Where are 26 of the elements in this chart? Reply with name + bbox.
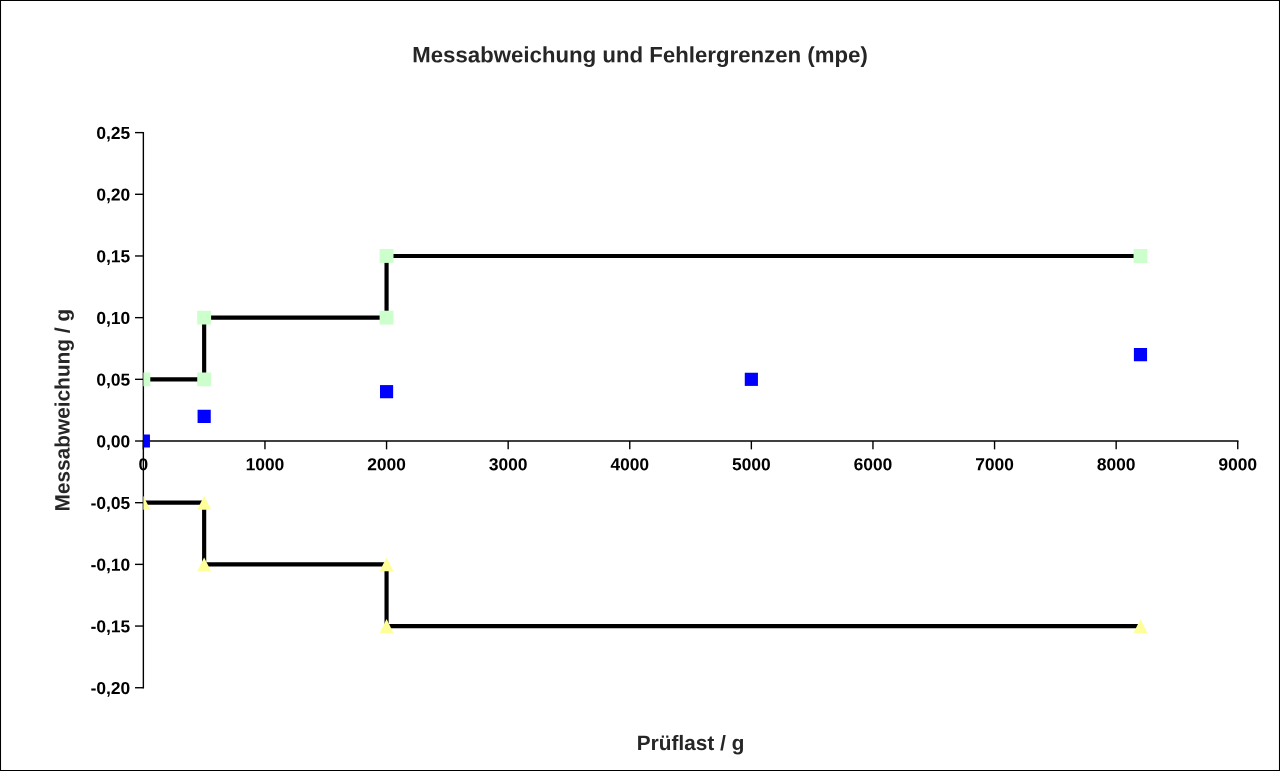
y-tick-label: -0,05 [91, 496, 130, 512]
y-axis-title: Messabweichung / g [54, 310, 74, 511]
x-tick-label: 4000 [610, 458, 649, 471]
point [379, 385, 394, 399]
x-tick-label: 1000 [246, 458, 284, 471]
y-tick-label: -0,20 [91, 681, 130, 697]
x-tick-label: 9000 [1219, 458, 1257, 471]
x-tick-label: 6000 [854, 458, 892, 471]
y-tick-label: -0,15 [91, 620, 130, 636]
y-tick-label: 0,15 [97, 250, 130, 265]
y-tick-label: 0,10 [97, 311, 130, 327]
y-tick-label: 0,00 [97, 435, 130, 450]
point [197, 409, 211, 423]
x-tick-label: 5000 [732, 458, 770, 471]
y-tick-label: 0,05 [97, 373, 130, 389]
point [1133, 348, 1148, 362]
x-axis-title: Prüflast / g [638, 734, 743, 755]
y-tick-label: 0,20 [97, 188, 130, 204]
y-tick-label: -0,10 [91, 558, 130, 574]
chart-title: Messabweichung und Fehlergrenzen (mpe) [413, 46, 867, 68]
point [744, 372, 758, 386]
x-tick-label: 2000 [367, 458, 406, 471]
x-tick-label: 7000 [976, 458, 1014, 471]
x-tick-label: 3000 [489, 458, 527, 471]
x-tick-label: 8000 [1097, 458, 1135, 471]
y-tick-label: 0,25 [97, 126, 130, 142]
